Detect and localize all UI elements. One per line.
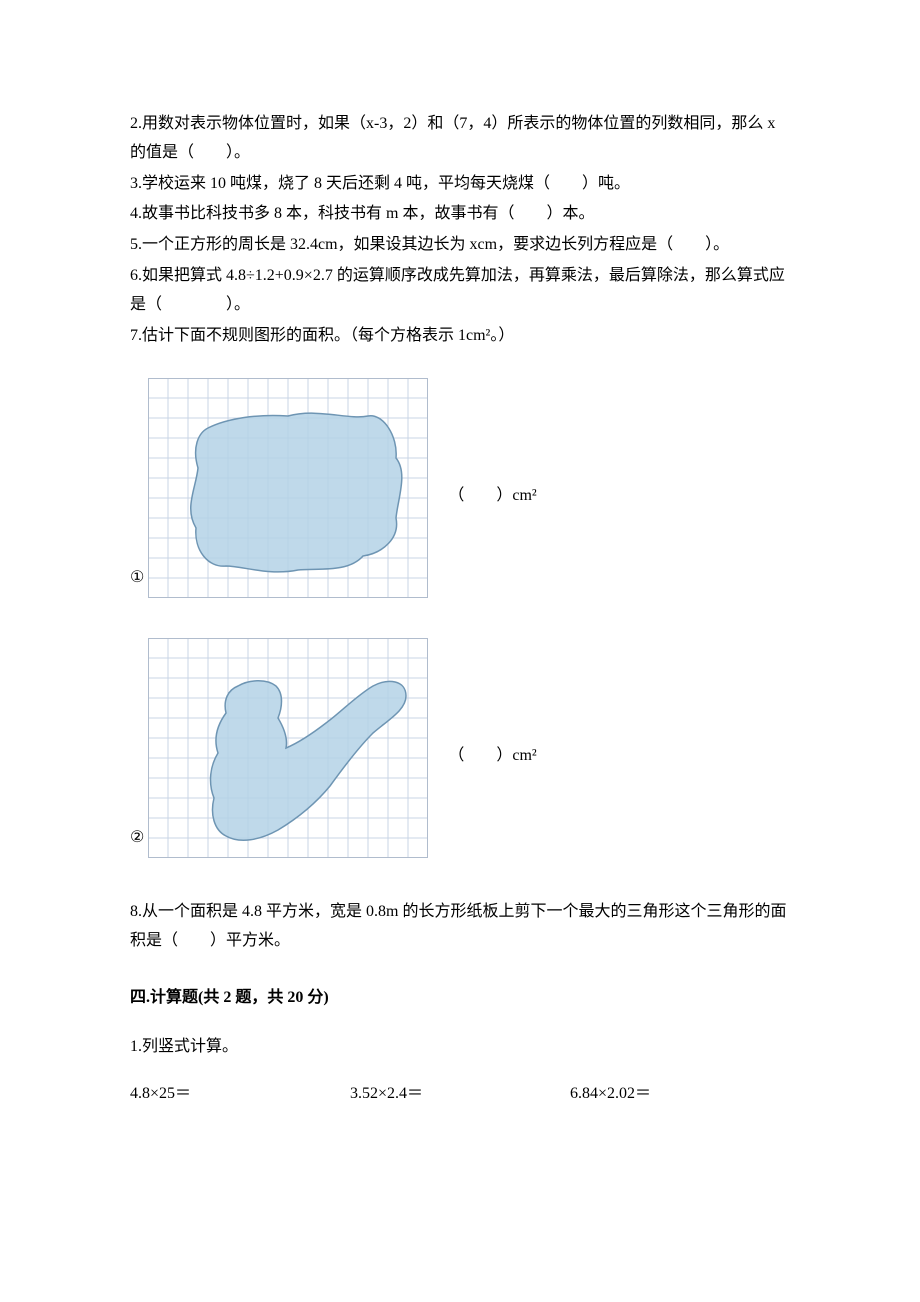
calc-item-a: 4.8×25＝ (130, 1080, 350, 1109)
figure-2-grid (148, 638, 428, 858)
question-8: 8.从一个面积是 4.8 平方米，宽是 0.8m 的长方形纸板上剪下一个最大的三… (130, 898, 790, 956)
section-4-q1-title: 1.列竖式计算。 (130, 1033, 790, 1062)
question-6: 6.如果把算式 4.8÷1.2+0.9×2.7 的运算顺序改成先算加法，再算乘法… (130, 262, 790, 320)
figure-1-grid (148, 378, 428, 598)
figure-2-label: ② (130, 824, 144, 859)
calc-item-c: 6.84×2.02＝ (570, 1080, 790, 1109)
figure-2-row: ② （ ）cm² (130, 638, 790, 858)
question-3: 3.学校运来 10 吨煤，烧了 8 天后还剩 4 吨，平均每天烧煤（ ）吨。 (130, 170, 790, 199)
figure-1-label: ① (130, 564, 144, 599)
figure-2-answer: （ ）cm² (448, 742, 536, 859)
section-4-title: 四.计算题(共 2 题，共 20 分) (130, 984, 790, 1013)
page: 2.用数对表示物体位置时，如果（x-3，2）和（7，4）所表示的物体位置的列数相… (0, 0, 920, 1302)
question-4: 4.故事书比科技书多 8 本，科技书有 m 本，故事书有（ ）本。 (130, 200, 790, 229)
calc-row: 4.8×25＝ 3.52×2.4＝ 6.84×2.02＝ (130, 1080, 790, 1109)
question-2: 2.用数对表示物体位置时，如果（x-3，2）和（7，4）所表示的物体位置的列数相… (130, 110, 790, 168)
figure-1-row: ① （ ）cm² (130, 378, 790, 598)
figure-1-answer: （ ）cm² (448, 482, 536, 599)
question-7: 7.估计下面不规则图形的面积。（每个方格表示 1cm²。） (130, 322, 790, 351)
question-5: 5.一个正方形的周长是 32.4cm，如果设其边长为 xcm，要求边长列方程应是… (130, 231, 790, 260)
calc-item-b: 3.52×2.4＝ (350, 1080, 570, 1109)
